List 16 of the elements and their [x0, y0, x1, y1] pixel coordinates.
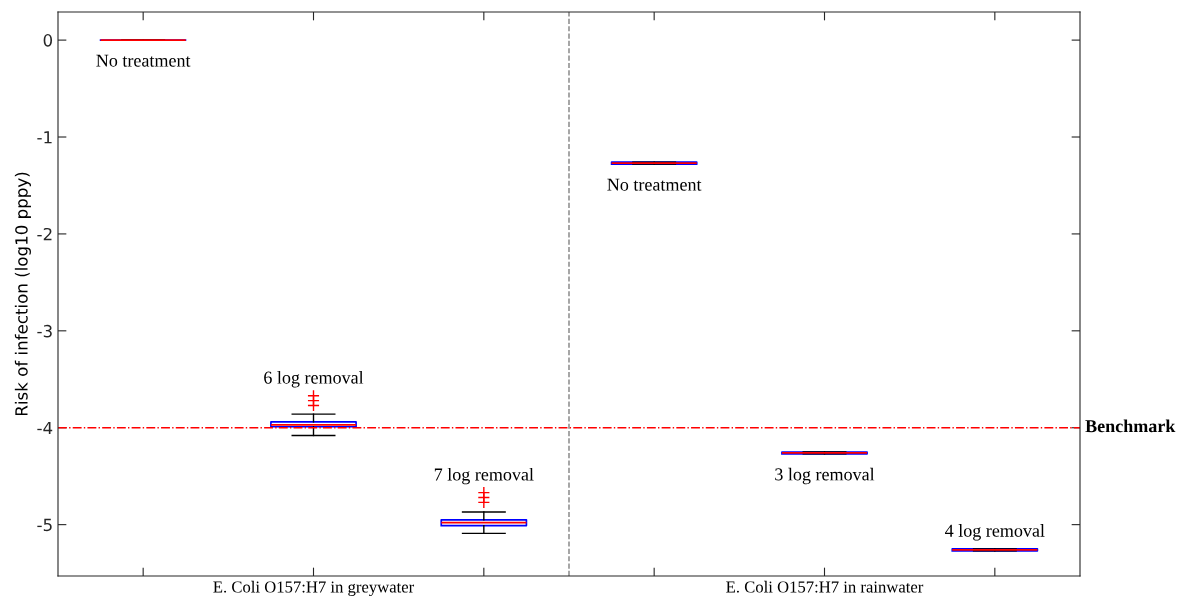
annotation: 3 log removal	[775, 467, 875, 485]
ref-line-label: Benchmark	[1085, 419, 1176, 433]
y-tick-label: -4	[37, 421, 53, 435]
y-tick-label: -2	[37, 227, 52, 241]
annotation: 7 log removal	[434, 467, 534, 485]
x-tick-label: E. Coli O157:H7 in greywater	[213, 580, 415, 597]
x-tick-label: E. Coli O157:H7 in rainwater	[726, 580, 924, 593]
y-tick-label: -5	[37, 518, 52, 532]
annotation: 4 log removal	[945, 524, 1045, 541]
y-tick-label: -1	[37, 131, 52, 144]
annotation: No treatment	[96, 54, 191, 67]
annotation: No treatment	[607, 178, 702, 191]
annotation: 6 log removal	[264, 370, 364, 388]
y-tick-label: -3	[37, 324, 52, 338]
y-axis-title: Risk of infection (log10 pppy)	[14, 172, 31, 416]
y-tick-label: 0	[43, 34, 53, 47]
